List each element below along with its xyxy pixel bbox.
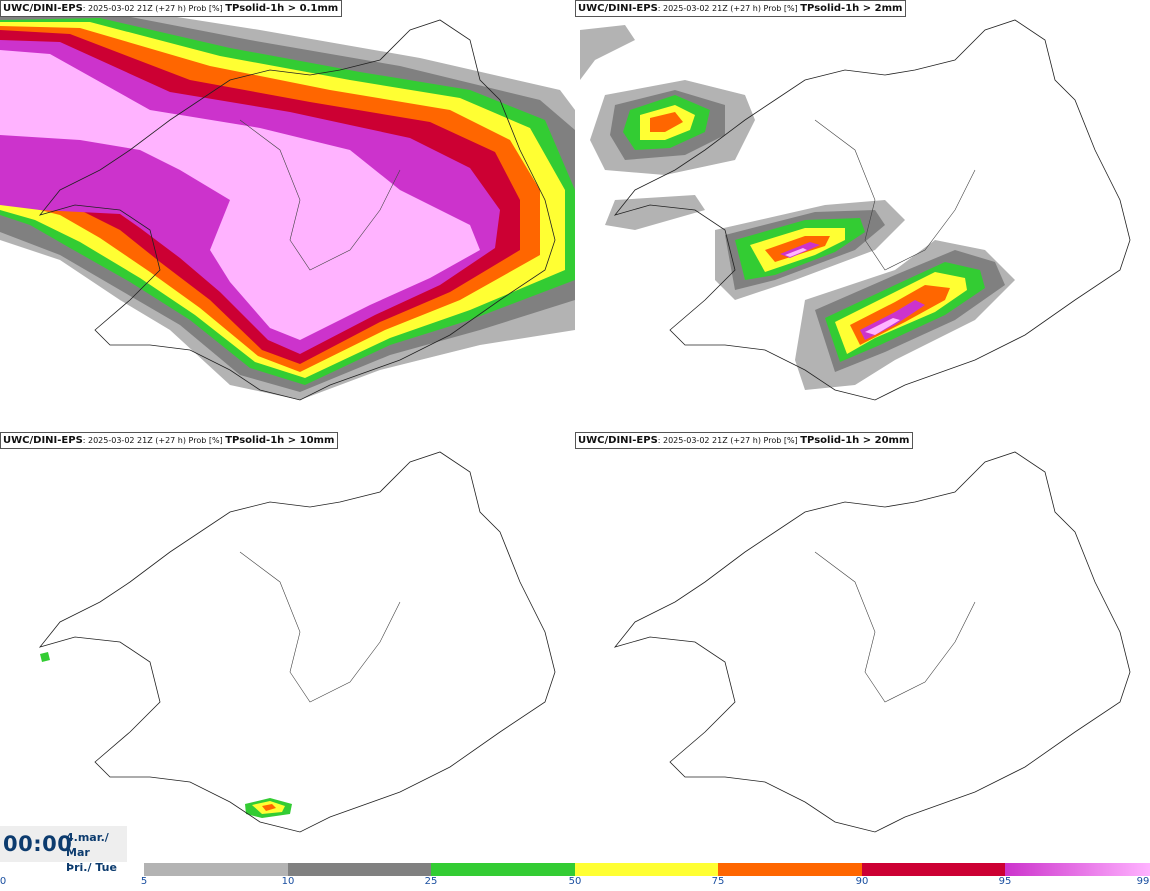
- prob-field-99: [0, 50, 480, 340]
- probability-colorbar: [144, 863, 1150, 876]
- prob-field-25: [40, 652, 292, 818]
- model-name: UWC/DINI-EPS: [3, 435, 83, 446]
- valid-time: 00:00: [3, 832, 73, 856]
- coastline: [613, 19, 1131, 401]
- map-svg: [38, 451, 556, 833]
- run-meta: : 2025-03-02 21Z (+27 h) Prob [%]: [82, 436, 226, 445]
- colorbar-label-10: 10: [281, 876, 295, 887]
- run-meta: : 2025-03-02 21Z (+27 h) Prob [%]: [657, 4, 801, 13]
- prob-field-99: [785, 248, 900, 335]
- colorbar-seg-5-10: [144, 863, 288, 876]
- run-meta: : 2025-03-02 21Z (+27 h) Prob [%]: [82, 4, 226, 13]
- valid-date: 4.mar./ Mar Þri./ Tue: [66, 830, 127, 875]
- map-panel-2mm: UWC/DINI-EPS: 2025-03-02 21Z (+27 h) Pro…: [575, 0, 1150, 430]
- map-panel-20mm: UWC/DINI-EPS: 2025-03-02 21Z (+27 h) Pro…: [575, 432, 1150, 862]
- prob-field-5: [580, 25, 1015, 390]
- model-name: UWC/DINI-EPS: [578, 435, 658, 446]
- field-name: TPsolid-1h > 20mm: [800, 435, 910, 446]
- colorbar-seg-25-50: [431, 863, 575, 876]
- map-panel-0.1mm: UWC/DINI-EPS: 2025-03-02 21Z (+27 h) Pro…: [0, 0, 575, 430]
- colorbar-label-0: 0: [0, 876, 7, 887]
- field-name: TPsolid-1h > 2mm: [800, 3, 903, 14]
- valid-date-line-2: Þri./ Tue: [66, 861, 117, 874]
- colorbar-seg-75-90: [718, 863, 862, 876]
- colorbar-label-75: 75: [711, 876, 725, 887]
- colorbar-seg-90-95: [862, 863, 1005, 876]
- map-svg: [0, 8, 575, 401]
- colorbar-label-5: 5: [140, 876, 148, 887]
- colorbar-seg-95-99: [1005, 863, 1150, 876]
- valid-date-line-1: 4.mar./ Mar: [66, 831, 109, 859]
- field-name: TPsolid-1h > 10mm: [225, 435, 335, 446]
- colorbar-label-25: 25: [424, 876, 438, 887]
- panel-title: UWC/DINI-EPS: 2025-03-02 21Z (+27 h) Pro…: [575, 432, 914, 449]
- colorbar-seg-10-25: [288, 863, 431, 876]
- panel-title: UWC/DINI-EPS: 2025-03-02 21Z (+27 h) Pro…: [575, 0, 907, 17]
- map-panel-10mm: UWC/DINI-EPS: 2025-03-02 21Z (+27 h) Pro…: [0, 432, 575, 862]
- valid-time-box: 00:00 4.mar./ Mar Þri./ Tue: [0, 826, 127, 874]
- model-name: UWC/DINI-EPS: [3, 3, 83, 14]
- panel-title: UWC/DINI-EPS: 2025-03-02 21Z (+27 h) Pro…: [0, 432, 339, 449]
- coastline: [613, 451, 1131, 833]
- model-name: UWC/DINI-EPS: [578, 3, 658, 14]
- panel-title: UWC/DINI-EPS: 2025-03-02 21Z (+27 h) Pro…: [0, 0, 343, 17]
- run-meta: : 2025-03-02 21Z (+27 h) Prob [%]: [657, 436, 801, 445]
- map-svg: [613, 451, 1131, 833]
- colorbar-label-95: 95: [998, 876, 1012, 887]
- coastline: [38, 451, 556, 833]
- prob-field-75: [262, 804, 276, 811]
- field-name: TPsolid-1h > 0.1mm: [225, 3, 339, 14]
- map-svg: [580, 19, 1131, 401]
- colorbar-label-99: 99: [1136, 876, 1150, 887]
- colorbar-label-90: 90: [855, 876, 869, 887]
- colorbar-label-50: 50: [568, 876, 582, 887]
- colorbar-seg-50-75: [575, 863, 718, 876]
- coastline: [38, 19, 556, 401]
